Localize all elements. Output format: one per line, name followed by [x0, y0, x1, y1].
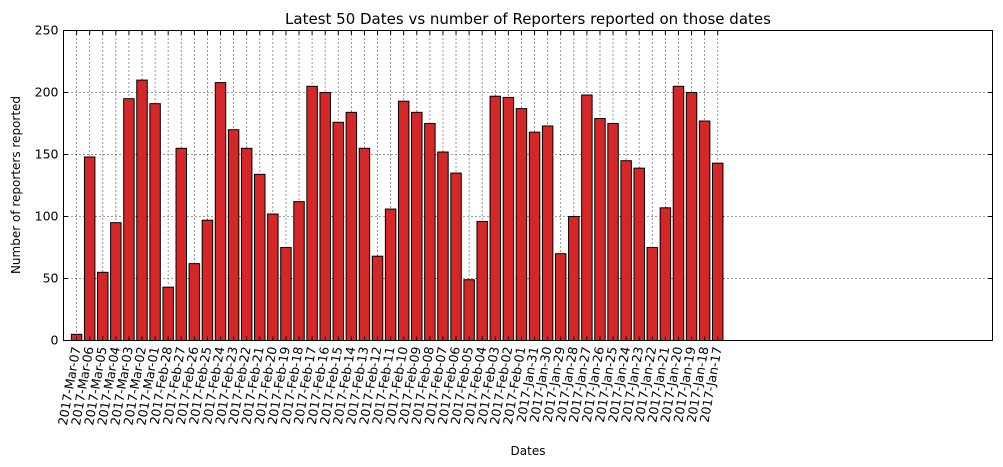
- x-axis-label: Dates: [511, 444, 546, 458]
- y-tick-label: 250: [35, 23, 59, 38]
- bar: [240, 147, 253, 341]
- y-tick-label: 200: [35, 85, 59, 100]
- bar: [188, 263, 201, 341]
- bar: [568, 216, 580, 341]
- y-axis-label: Number of reporters reported: [9, 96, 23, 274]
- bar: [672, 85, 685, 341]
- bar: [411, 111, 423, 341]
- bar: [149, 103, 161, 341]
- bar: [450, 172, 462, 341]
- bar: [97, 271, 109, 341]
- bar: [110, 222, 122, 341]
- bar: [620, 160, 632, 341]
- bar: [280, 247, 292, 341]
- y-tick-label: 100: [35, 209, 59, 224]
- grid-lines: [63, 30, 993, 341]
- bar: [594, 118, 606, 342]
- y-axis: 0 50 100 150 200 250: [35, 23, 993, 348]
- bar: [463, 279, 475, 341]
- bar: [515, 108, 528, 342]
- bar: [83, 156, 96, 341]
- bar: [476, 220, 488, 342]
- bar: [201, 219, 214, 341]
- bar: [607, 123, 619, 341]
- bar: [332, 121, 345, 342]
- bar: [267, 213, 279, 342]
- bar: [345, 111, 358, 341]
- y-tick-label: 50: [43, 271, 59, 286]
- bar: [123, 98, 135, 341]
- bar: [162, 286, 174, 341]
- bar: [437, 151, 449, 341]
- bar: [528, 131, 541, 341]
- bar: [554, 253, 567, 341]
- bar: [371, 255, 384, 341]
- bar: [685, 92, 698, 341]
- bar: [227, 129, 240, 341]
- bar: [698, 120, 711, 341]
- bar: [384, 208, 397, 341]
- bar: [175, 147, 187, 341]
- bar: [646, 247, 659, 341]
- bar: [358, 147, 371, 341]
- bar: [659, 207, 672, 341]
- bar: [254, 173, 266, 341]
- plot-frame: [63, 30, 993, 341]
- y-tick-label: 150: [35, 147, 59, 162]
- bar: [397, 100, 410, 342]
- bar: [293, 201, 305, 341]
- bar: [489, 95, 502, 341]
- chart-title: Latest 50 Dates vs number of Reporters r…: [285, 10, 771, 28]
- bar: [214, 82, 227, 342]
- bar: [711, 162, 724, 341]
- bar: [306, 85, 318, 341]
- bar: [633, 167, 645, 341]
- x-axis: 2017-Mar-072017-Mar-062017-Mar-052017-Ma…: [55, 30, 725, 426]
- bar: [581, 94, 593, 342]
- y-tick-label: 0: [51, 333, 59, 348]
- bar: [136, 79, 148, 341]
- bar: [319, 92, 331, 341]
- bar: [424, 123, 436, 341]
- bars: [70, 79, 724, 342]
- bar: [541, 125, 554, 342]
- bar: [502, 96, 515, 341]
